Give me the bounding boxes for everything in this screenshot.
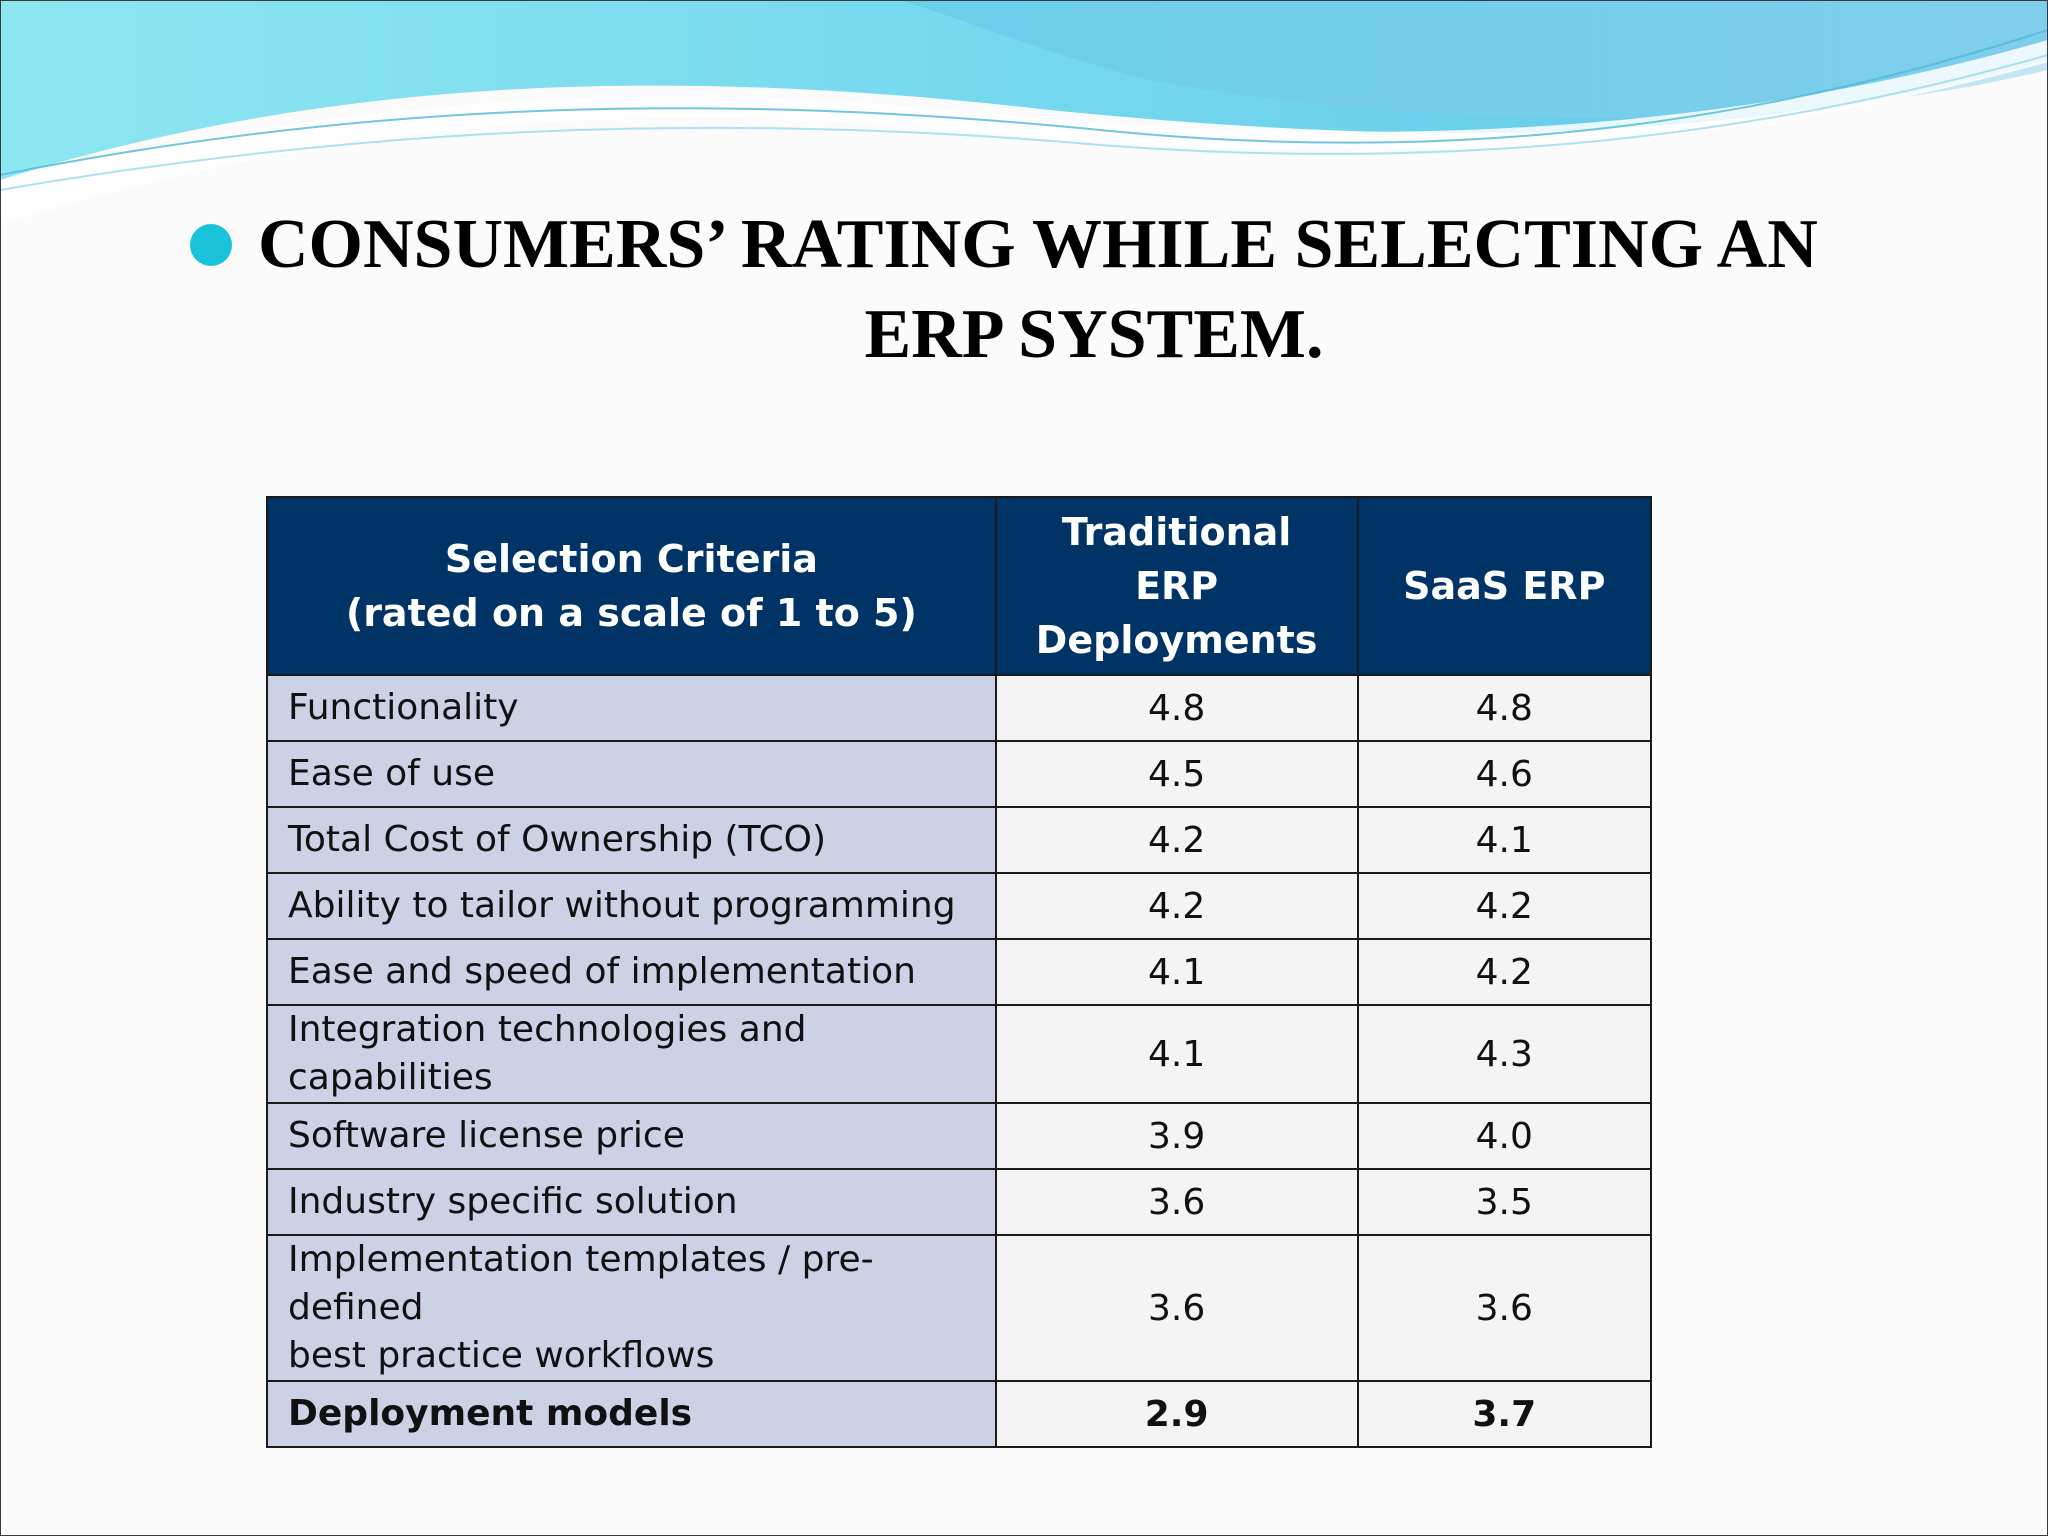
criteria-cell: Total Cost of Ownership (TCO) — [266, 806, 997, 874]
table-row: Ease and speed of implementation 4.1 4.2 — [266, 938, 1653, 1006]
saas-rating-cell: 4.2 — [1356, 872, 1653, 940]
header-traditional-erp: Traditional ERP Deployments — [994, 496, 1359, 676]
saas-rating-cell: 3.7 — [1356, 1380, 1653, 1448]
traditional-rating-cell: 3.6 — [994, 1234, 1359, 1382]
header-text: Deployments — [1035, 618, 1318, 662]
header-text: SaaS ERP — [1403, 564, 1606, 608]
bullet-dot-icon — [190, 224, 232, 266]
saas-rating-cell: 3.5 — [1356, 1168, 1653, 1236]
criteria-cell: Functionality — [266, 674, 997, 742]
criteria-cell: Implementation templates / pre-defined b… — [266, 1234, 997, 1382]
saas-rating-cell: 4.3 — [1356, 1004, 1653, 1104]
title-text-1: CONSUMERS’ RATING WHILE SELECTING AN — [258, 206, 1818, 283]
slide-title: CONSUMERS’ RATING WHILE SELECTING AN ERP… — [190, 200, 1930, 380]
ratings-table: Selection Criteria (rated on a scale of … — [266, 496, 1653, 1448]
traditional-rating-cell: 4.1 — [994, 1004, 1359, 1104]
header-text: Traditional — [1061, 510, 1292, 554]
saas-rating-cell: 4.1 — [1356, 806, 1653, 874]
header-selection-criteria: Selection Criteria (rated on a scale of … — [266, 496, 997, 676]
header-saas-erp: SaaS ERP — [1356, 496, 1653, 676]
saas-rating-cell: 4.0 — [1356, 1102, 1653, 1170]
traditional-rating-cell: 4.5 — [994, 740, 1359, 808]
saas-rating-cell: 4.2 — [1356, 938, 1653, 1006]
header-text: ERP — [1135, 564, 1219, 608]
criteria-cell: Industry specific solution — [266, 1168, 997, 1236]
header-text: Selection Criteria — [444, 537, 818, 581]
traditional-rating-cell: 2.9 — [994, 1380, 1359, 1448]
table-row: Integration technologies and capabilitie… — [266, 1004, 1653, 1104]
table-row: Total Cost of Ownership (TCO) 4.2 4.1 — [266, 806, 1653, 874]
criteria-cell: Ease and speed of implementation — [266, 938, 997, 1006]
header-text: (rated on a scale of 1 to 5) — [345, 591, 917, 635]
criteria-cell: Integration technologies and capabilitie… — [266, 1004, 997, 1104]
saas-rating-cell: 3.6 — [1356, 1234, 1653, 1382]
traditional-rating-cell: 4.2 — [994, 806, 1359, 874]
traditional-rating-cell: 4.1 — [994, 938, 1359, 1006]
criteria-cell: Ability to tailor without programming — [266, 872, 997, 940]
criteria-cell: Ease of use — [266, 740, 997, 808]
table-row: Industry specific solution 3.6 3.5 — [266, 1168, 1653, 1236]
table-row: Functionality 4.8 4.8 — [266, 674, 1653, 742]
traditional-rating-cell: 4.8 — [994, 674, 1359, 742]
criteria-text-line: Implementation templates / pre-defined — [288, 1239, 874, 1328]
table-row: Software license price 3.9 4.0 — [266, 1102, 1653, 1170]
table-row: Implementation templates / pre-defined b… — [266, 1234, 1653, 1382]
table-row: Ease of use 4.5 4.6 — [266, 740, 1653, 808]
traditional-rating-cell: 3.9 — [994, 1102, 1359, 1170]
decorative-wave-banner — [0, 0, 2048, 225]
criteria-cell: Software license price — [266, 1102, 997, 1170]
criteria-cell: Deployment models — [266, 1380, 997, 1448]
table-row-deployment-models: Deployment models 2.9 3.7 — [266, 1380, 1653, 1448]
saas-rating-cell: 4.6 — [1356, 740, 1653, 808]
traditional-rating-cell: 3.6 — [994, 1168, 1359, 1236]
saas-rating-cell: 4.8 — [1356, 674, 1653, 742]
traditional-rating-cell: 4.2 — [994, 872, 1359, 940]
title-line-1: CONSUMERS’ RATING WHILE SELECTING AN — [190, 200, 1930, 290]
title-line-2: ERP SYSTEM. — [864, 296, 1324, 373]
criteria-text-line: best practice workflows — [288, 1335, 715, 1376]
table-row: Ability to tailor without programming 4.… — [266, 872, 1653, 940]
table-header-row: Selection Criteria (rated on a scale of … — [266, 496, 1653, 676]
